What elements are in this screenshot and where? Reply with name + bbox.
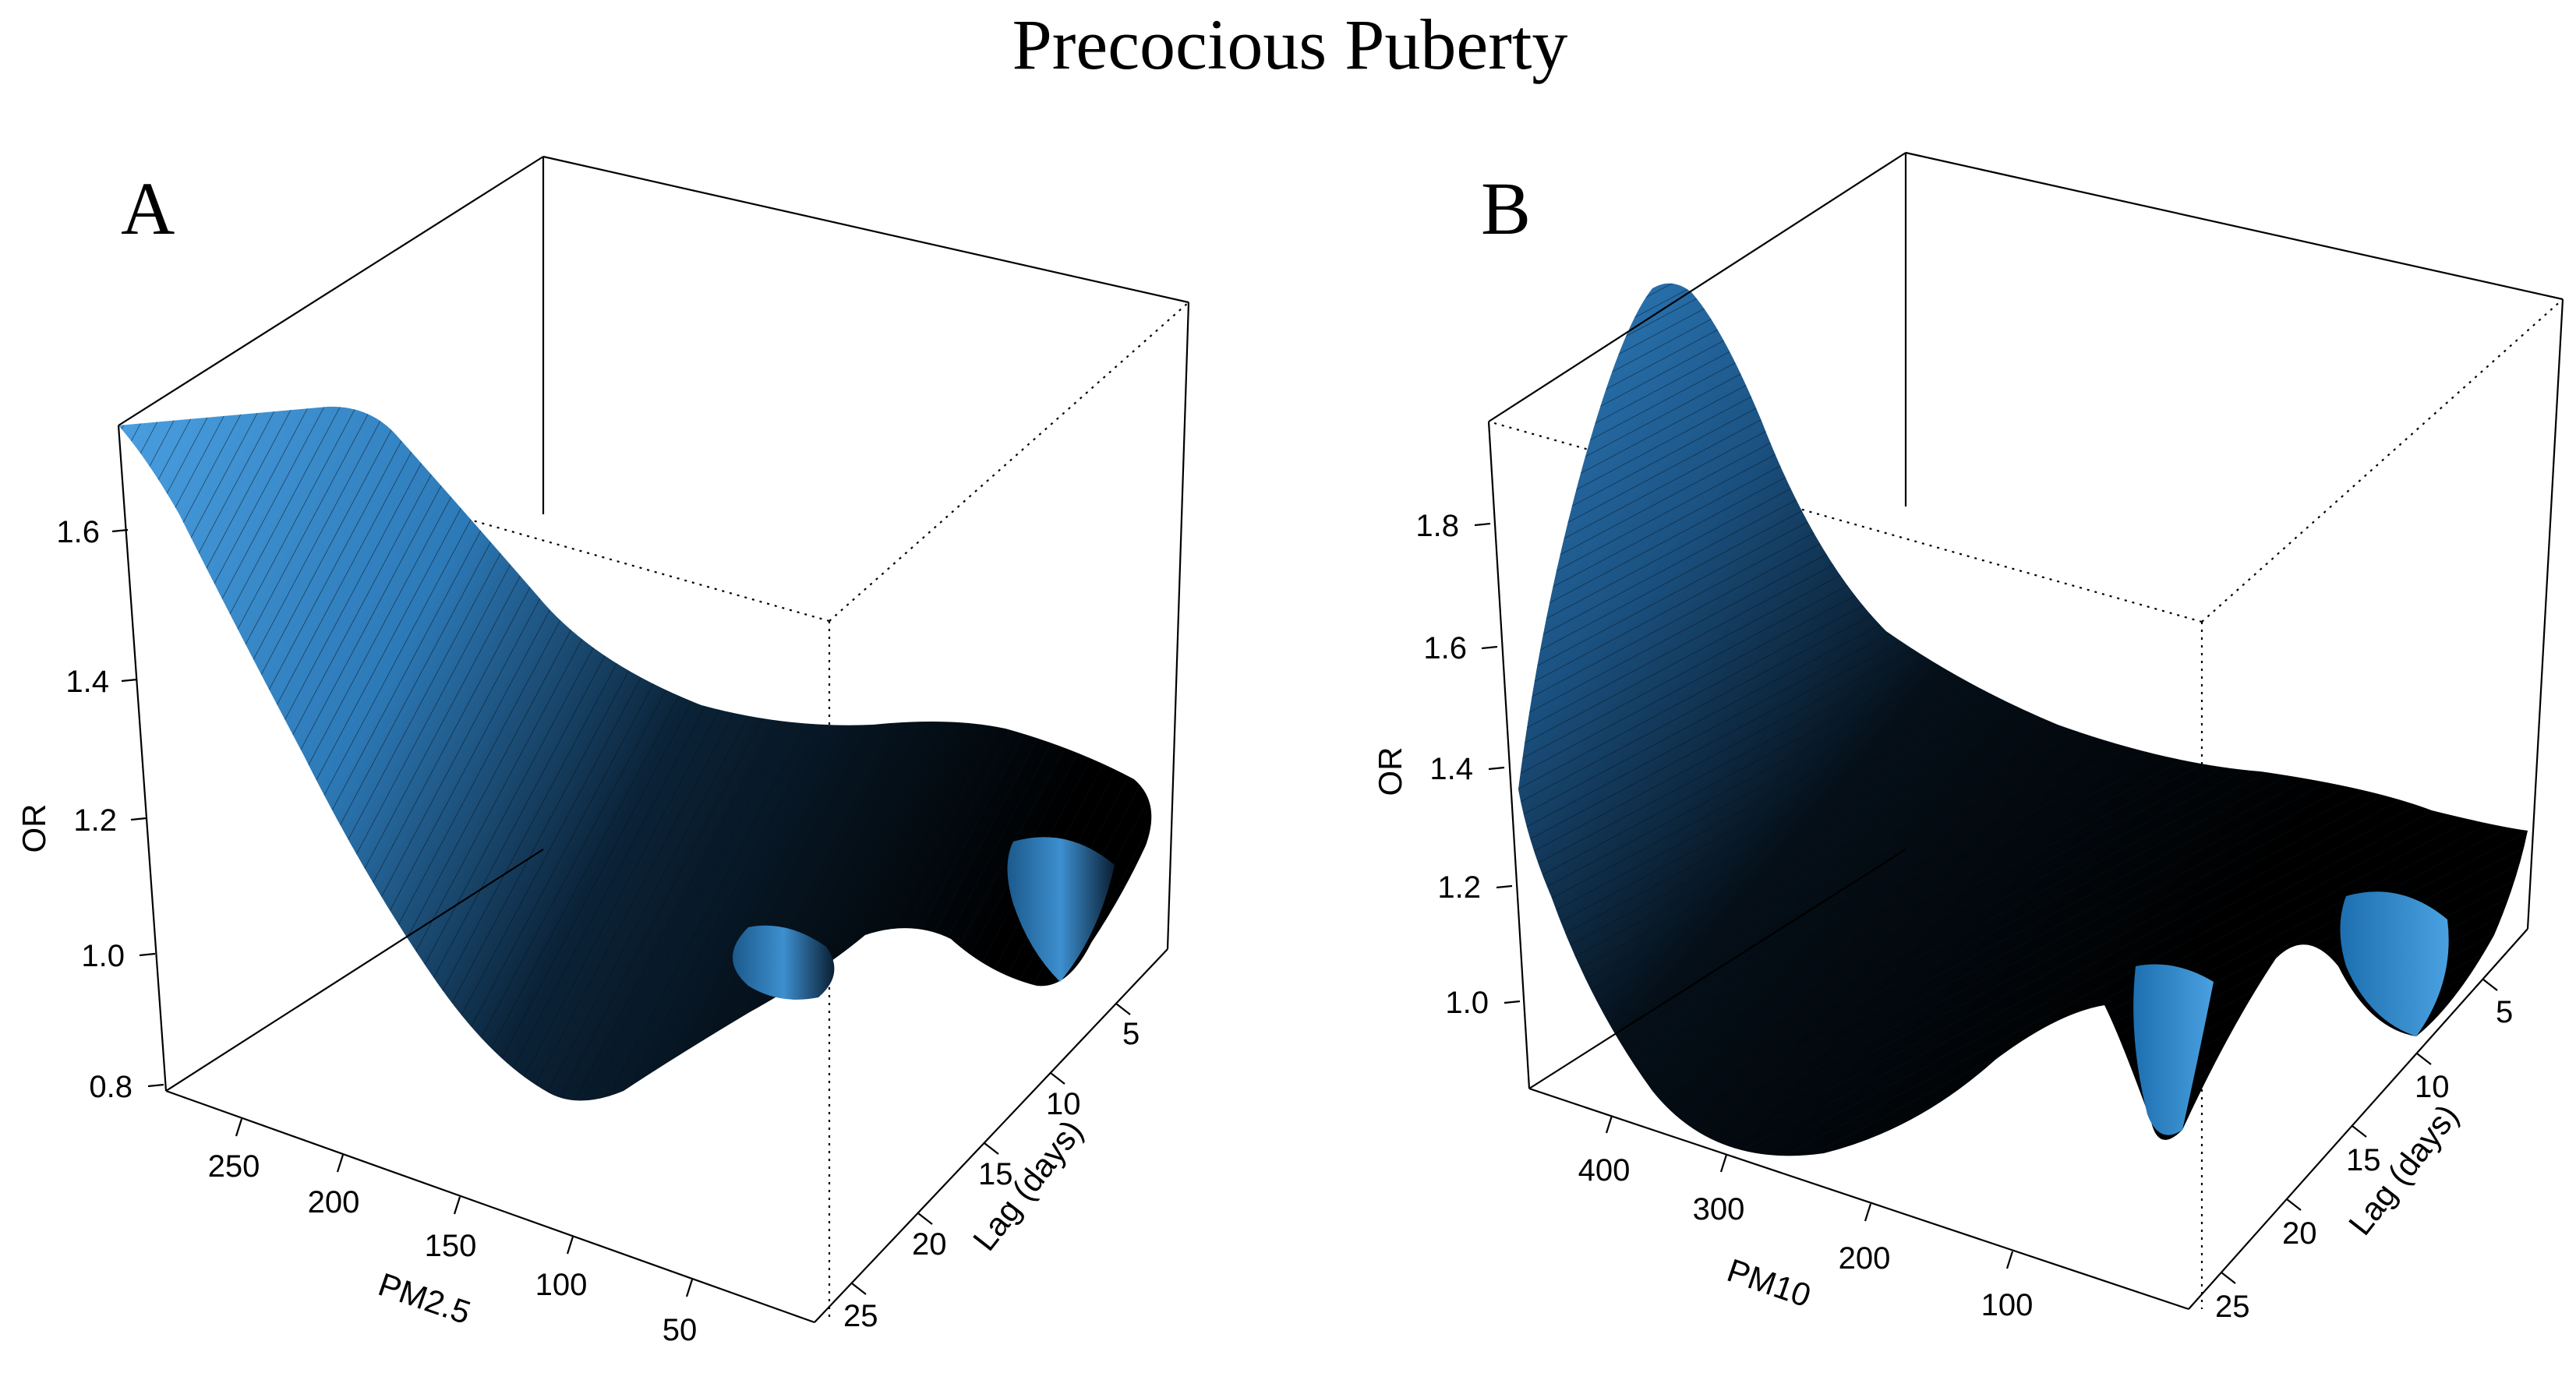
- panel-b-z-axis: 1.0 1.2 1.4 1.6 1.8 OR: [1372, 509, 1521, 1020]
- panel-a-y-tick-mark: [851, 1283, 867, 1295]
- panel-b-box-edge: [2526, 298, 2564, 930]
- panel-b-z-tick-label: 1.2: [1437, 870, 1481, 905]
- panel-a-box-edge: [542, 155, 1189, 304]
- panel-a-z-tick-mark: [111, 528, 129, 533]
- panel-a-y-tick-label: 10: [1046, 1087, 1081, 1121]
- panel-a-x-tick-label: 150: [425, 1229, 477, 1263]
- panel-b-box-hidden-edge: [2201, 298, 2564, 623]
- panel-a-z-axis: 0.8 1.0 1.2 1.4 1.6 OR: [16, 515, 164, 1104]
- panel-a-y-tick-mark: [1050, 1072, 1065, 1085]
- panel-a-x-tick-label: 250: [208, 1149, 260, 1184]
- panel-a: A 0.8 1.0 1.2 1.4: [16, 155, 1190, 1347]
- panel-b-z-tick-label: 1.8: [1415, 509, 1459, 543]
- panel-b-box-edge: [1528, 1087, 2189, 1311]
- panel-a-surface-mesh: [118, 406, 1152, 1101]
- panel-b-x-tick-label: 200: [1839, 1241, 1891, 1276]
- panel-b-z-axis-label: OR: [1372, 747, 1408, 796]
- panel-a-y-tick-mark: [917, 1212, 933, 1225]
- panel-a-x-axis-label: PM2.5: [374, 1265, 475, 1331]
- panel-a-box-edge: [165, 849, 544, 1092]
- panel-b-y-tick-mark: [2416, 1053, 2432, 1065]
- panel-a-box-edge: [165, 1089, 815, 1324]
- panel-b-z-tick-label: 1.6: [1423, 631, 1467, 665]
- panel-a-z-tick-label: 1.4: [65, 665, 109, 699]
- panel-a-z-tick-label: 1.2: [73, 803, 117, 838]
- panel-a-box-hidden-edge: [829, 302, 1189, 622]
- panel-a-x-tick-mark: [566, 1236, 574, 1255]
- panel-b-box-edge: [1488, 152, 1906, 422]
- panel-a-x-tick-label: 50: [663, 1313, 698, 1347]
- panel-a-y-tick-label: 15: [978, 1157, 1013, 1191]
- panel-a-y-tick-label: 5: [1122, 1017, 1140, 1051]
- panel-a-y-tick-mark: [1115, 1003, 1131, 1015]
- panel-a-z-tick-label: 0.8: [89, 1070, 133, 1104]
- panel-b-y-tick-label: 15: [2346, 1143, 2381, 1177]
- panel-a-z-tick-mark: [139, 952, 156, 957]
- panel-b-z-tick-mark: [1488, 766, 1505, 771]
- panel-a-surface-fold: [733, 925, 835, 1000]
- panel-a-surface: [118, 406, 1152, 1101]
- panel-a-box-edge: [117, 425, 168, 1092]
- panel-a-x-tick-mark: [235, 1118, 243, 1137]
- panel-b-box-edge: [1905, 151, 2564, 301]
- panel-a-x-tick-mark: [685, 1279, 694, 1297]
- panel-a-box-hidden-edge: [450, 513, 830, 623]
- panel-a-y-axis: 5 10 15 20 25 Lag (days): [843, 1003, 1140, 1333]
- panel-a-x-axis: 250 200 150 100 50 PM2.5: [208, 1118, 698, 1347]
- panel-a-y-tick-mark: [984, 1142, 999, 1155]
- panel-b-z-tick-mark: [1504, 1000, 1521, 1004]
- panel-b-x-tick-mark: [2005, 1251, 2014, 1269]
- panel-a-z-axis-label: OR: [16, 804, 52, 853]
- panel-b-z-tick-mark: [1474, 522, 1491, 527]
- panel-a-x-tick-label: 200: [308, 1185, 360, 1219]
- panel-b-y-tick-mark: [2286, 1198, 2302, 1211]
- panel-a-box-edge: [814, 948, 1168, 1323]
- panel-b-box-edge: [1487, 421, 1531, 1089]
- panel-b-y-tick-mark: [2352, 1125, 2367, 1138]
- panel-b-x-tick-mark: [1864, 1203, 1872, 1222]
- panel-b-z-tick-mark: [1496, 884, 1513, 889]
- panel-b-x-axis-label: PM10: [1723, 1251, 1815, 1314]
- panel-b-y-tick-mark: [2221, 1272, 2236, 1284]
- panel-label-a: A: [121, 167, 175, 250]
- panel-b-z-tick-label: 1.0: [1445, 986, 1489, 1020]
- panel-b-y-tick-label: 20: [2282, 1216, 2317, 1251]
- panel-a-x-tick-mark: [336, 1154, 345, 1173]
- panel-b-z-tick-label: 1.4: [1429, 752, 1473, 786]
- panel-b-y-tick-mark: [2482, 979, 2498, 991]
- panel-b-y-axis: 5 10 15 20 25 Lag (days): [2215, 979, 2513, 1324]
- panel-a-x-tick-label: 100: [535, 1268, 588, 1302]
- panel-a-y-tick-label: 20: [912, 1227, 947, 1262]
- panel-b-x-tick-label: 300: [1693, 1192, 1745, 1226]
- panel-a-box-edge: [1166, 302, 1190, 950]
- panel-label-b: B: [1481, 167, 1531, 250]
- panel-b: B 1.0 1.2 1.4 1.6: [1372, 151, 2564, 1324]
- panel-b-x-tick-mark: [1719, 1154, 1728, 1173]
- panel-b-x-tick-label: 100: [1981, 1288, 2034, 1322]
- panel-b-surface-fold: [2340, 891, 2449, 1036]
- panel-a-z-tick-label: 1.0: [81, 939, 125, 973]
- panel-b-x-tick-mark: [1605, 1115, 1613, 1134]
- panel-a-y-tick-label: 25: [843, 1299, 878, 1333]
- panel-a-z-tick-mark: [147, 1083, 164, 1088]
- panel-b-x-tick-label: 400: [1578, 1153, 1631, 1188]
- panel-b-box-edge: [1528, 849, 1906, 1089]
- panel-b-surface-fold: [2133, 964, 2214, 1135]
- panel-a-z-tick-mark: [121, 678, 138, 683]
- panel-b-y-tick-label: 5: [2496, 995, 2513, 1029]
- panel-b-z-tick-mark: [1481, 645, 1498, 650]
- panel-b-surface-mesh: [1518, 283, 2528, 1156]
- panel-b-y-tick-label: 10: [2415, 1070, 2450, 1104]
- panel-b-surface: [1518, 283, 2528, 1156]
- panel-b-box-edge: [2188, 928, 2528, 1310]
- panel-b-y-tick-label: 25: [2215, 1290, 2250, 1324]
- panel-a-z-tick-label: 1.6: [56, 515, 100, 549]
- panel-a-x-tick-mark: [453, 1196, 461, 1215]
- panel-a-z-tick-mark: [130, 817, 147, 821]
- figure-title: Precocious Puberty: [1012, 5, 1568, 84]
- panel-a-surface-fold: [1007, 837, 1115, 982]
- panel-a-box-edge: [118, 156, 544, 426]
